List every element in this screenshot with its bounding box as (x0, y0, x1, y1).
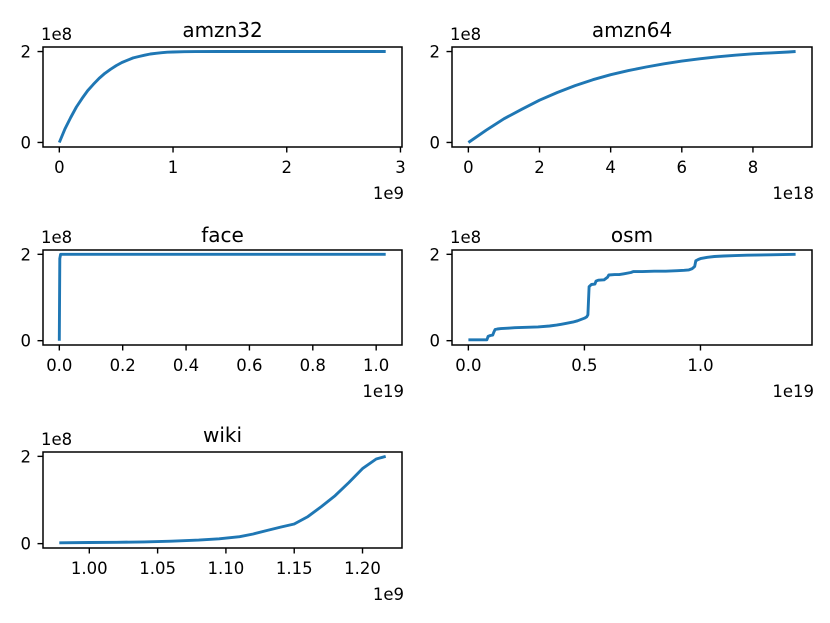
x-axis-offset-label: 1e19 (772, 382, 814, 401)
y-tick-label: 0 (21, 332, 32, 351)
x-tick-label: 2 (281, 158, 292, 177)
y-axis-offset-label: 1e8 (450, 25, 481, 44)
axes-spines (42, 46, 403, 148)
y-tick-label: 2 (21, 43, 32, 62)
x-tick-label: 1.05 (139, 559, 176, 578)
x-tick-label: 0.6 (236, 356, 262, 375)
y-axis-offset-label: 1e8 (41, 25, 72, 44)
x-axis-offset-label: 1e18 (772, 184, 814, 203)
chart-title-face: face (201, 223, 244, 247)
x-tick-label: 1.00 (71, 559, 108, 578)
y-axis-offset-label: 1e8 (41, 430, 72, 449)
chart-title-amzn64: amzn64 (591, 18, 673, 42)
axes-spines (451, 249, 813, 346)
x-tick-label: 3 (395, 158, 406, 177)
subplot-amzn32: 0 1 2 3 1e9 0 2 1e8 (21, 25, 406, 203)
x-axis-offset-label: 1e9 (373, 184, 404, 203)
x-tick-label: 6 (677, 158, 688, 177)
subplot-wiki: 1.00 1.05 1.10 1.15 1.20 1e9 0 2 1e8 (21, 430, 405, 604)
line-series-wiki (59, 455, 387, 545)
x-tick-label: 0.8 (300, 356, 326, 375)
x-tick-label: 0 (463, 158, 474, 177)
subplot-osm: 0.0 0.5 1.0 1e19 0 2 1e8 (430, 228, 815, 401)
x-tick-label: 1 (168, 158, 179, 177)
x-tick-label: 1.10 (208, 559, 245, 578)
x-tick-label: 0.0 (455, 356, 481, 375)
x-tick-label: 0.2 (110, 356, 136, 375)
line-series-osm (468, 252, 796, 342)
y-axis-offset-label: 1e8 (41, 228, 72, 247)
line-series-amzn64 (467, 50, 796, 144)
x-tick-label: 0.0 (46, 356, 72, 375)
x-tick-label: 0.4 (173, 356, 199, 375)
subplot-amzn64: 0 2 4 6 8 1e18 0 2 1e8 (430, 25, 815, 203)
x-tick-label: 8 (748, 158, 759, 177)
y-tick-label: 0 (21, 133, 32, 152)
axes-spines (451, 46, 813, 148)
subplot-face: 0.0 0.2 0.4 0.6 0.8 1.0 1e19 0 2 1e8 (21, 228, 405, 401)
y-tick-label: 0 (430, 332, 441, 351)
chart-title-wiki: wiki (202, 423, 243, 447)
y-tick-label: 2 (21, 447, 32, 466)
x-tick-label: 1.0 (687, 356, 713, 375)
axes-spines (42, 451, 403, 549)
x-tick-label: 1.20 (344, 559, 381, 578)
chart-title-amzn32: amzn32 (182, 18, 263, 42)
x-tick-label: 1.15 (276, 559, 313, 578)
y-axis-offset-label: 1e8 (450, 228, 481, 247)
x-tick-label: 2 (534, 158, 545, 177)
x-tick-label: 4 (605, 158, 616, 177)
y-tick-label: 2 (21, 245, 32, 264)
x-tick-label: 0 (54, 158, 65, 177)
y-tick-label: 0 (430, 133, 441, 152)
x-axis-offset-label: 1e19 (362, 382, 404, 401)
line-series-face (57, 252, 386, 341)
x-axis-offset-label: 1e9 (373, 585, 404, 604)
axes-spines (42, 249, 403, 346)
chart-title-osm: osm (610, 223, 654, 247)
x-tick-label: 0.5 (571, 356, 597, 375)
y-tick-label: 0 (21, 535, 32, 554)
line-series-amzn32 (57, 50, 386, 144)
y-tick-label: 2 (430, 43, 441, 62)
y-tick-label: 2 (430, 245, 441, 264)
x-tick-label: 1.0 (363, 356, 389, 375)
